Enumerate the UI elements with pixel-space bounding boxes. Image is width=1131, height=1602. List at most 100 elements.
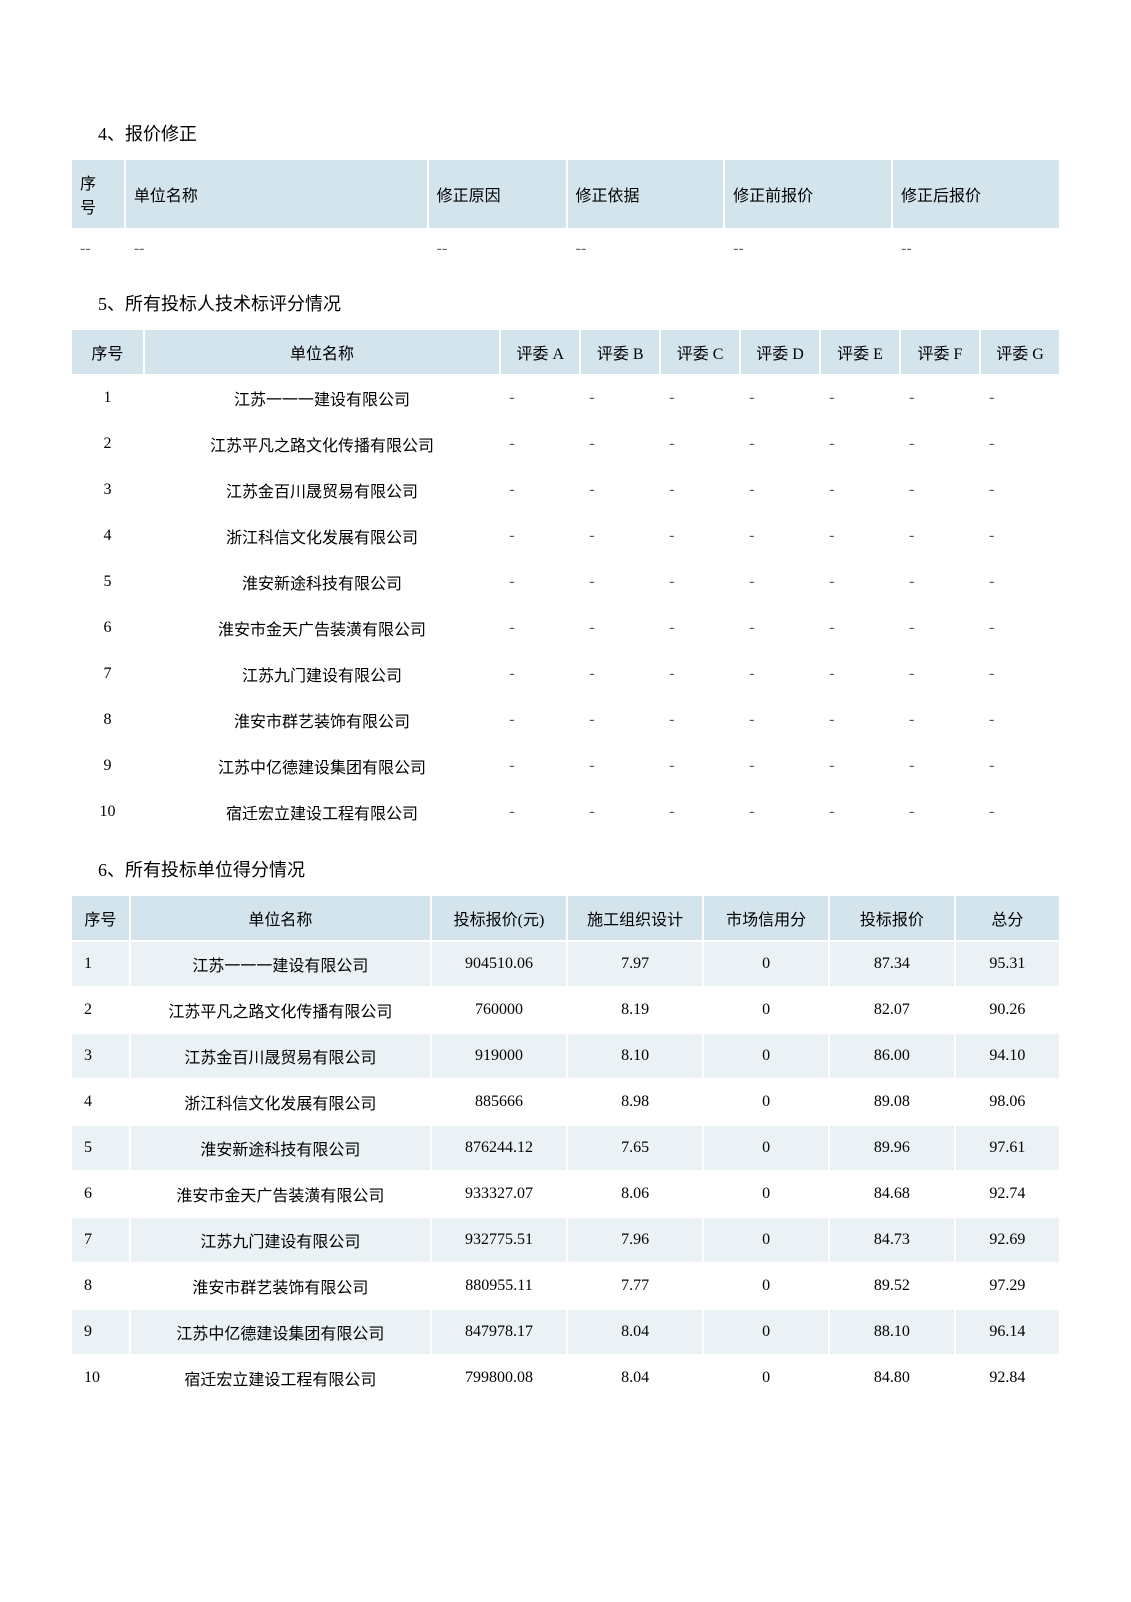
cell-score-d: -	[741, 790, 819, 834]
cell-name: 江苏中亿德建设集团有限公司	[145, 744, 499, 788]
cell-seq: 10	[72, 790, 143, 834]
cell-seq: 7	[72, 1218, 129, 1262]
cell-score-g: -	[981, 468, 1059, 512]
cell-score-e: -	[821, 698, 899, 742]
cell-name: 浙江科信文化发展有限公司	[145, 514, 499, 558]
table-total-scores: 序号 单位名称 投标报价(元) 施工组织设计 市场信用分 投标报价 总分 1江苏…	[70, 894, 1061, 1402]
cell-after: --	[893, 230, 1059, 268]
col-b: 评委 B	[581, 330, 659, 374]
table-row: -- -- -- -- -- --	[72, 230, 1059, 268]
cell-score-f: -	[901, 606, 979, 650]
col-name: 单位名称	[145, 330, 499, 374]
cell-name: 江苏中亿德建设集团有限公司	[131, 1310, 430, 1354]
cell-score-f: -	[901, 652, 979, 696]
cell-seq: 5	[72, 560, 143, 604]
cell-name: 江苏平凡之路文化传播有限公司	[131, 988, 430, 1032]
cell-price: 880955.11	[432, 1264, 566, 1308]
cell-score-a: -	[501, 560, 579, 604]
cell-score-e: -	[821, 560, 899, 604]
table-row: 1江苏一一一建设有限公司-------	[72, 376, 1059, 420]
cell-score-e: -	[821, 652, 899, 696]
cell-total: 98.06	[956, 1080, 1059, 1124]
cell-name: 宿迁宏立建设工程有限公司	[131, 1356, 430, 1400]
cell-seq: 3	[72, 1034, 129, 1078]
cell-seq: 4	[72, 514, 143, 558]
cell-score-d: -	[741, 468, 819, 512]
table-row: 2江苏平凡之路文化传播有限公司-------	[72, 422, 1059, 466]
col-c: 评委 C	[661, 330, 739, 374]
section6-title: 6、所有投标单位得分情况	[98, 856, 1061, 882]
col-name: 单位名称	[131, 896, 430, 940]
cell-score-c: -	[661, 468, 739, 512]
cell-name: 江苏金百川晟贸易有限公司	[131, 1034, 430, 1078]
cell-bid: 87.34	[830, 942, 954, 986]
cell-score-a: -	[501, 422, 579, 466]
cell-score-a: -	[501, 744, 579, 788]
cell-name: 宿迁宏立建设工程有限公司	[145, 790, 499, 834]
cell-design: 8.06	[568, 1172, 702, 1216]
cell-design: 8.10	[568, 1034, 702, 1078]
cell-seq: 8	[72, 698, 143, 742]
cell-name: 江苏九门建设有限公司	[145, 652, 499, 696]
cell-score-d: -	[741, 376, 819, 420]
cell-name: 淮安市群艺装饰有限公司	[131, 1264, 430, 1308]
table-tech-scores: 序号 单位名称 评委 A 评委 B 评委 C 评委 D 评委 E 评委 F 评委…	[70, 328, 1061, 836]
cell-score-f: -	[901, 514, 979, 558]
cell-score-b: -	[581, 422, 659, 466]
cell-score-c: -	[661, 606, 739, 650]
table-row: 3江苏金百川晟贸易有限公司-------	[72, 468, 1059, 512]
cell-seq: --	[72, 230, 124, 268]
cell-seq: 7	[72, 652, 143, 696]
table-price-correction: 序 号 单位名称 修正原因 修正依据 修正前报价 修正后报价 -- -- -- …	[70, 158, 1061, 270]
cell-credit: 0	[704, 1264, 828, 1308]
cell-score-e: -	[821, 422, 899, 466]
cell-price: 885666	[432, 1080, 566, 1124]
cell-bid: 82.07	[830, 988, 954, 1032]
table-row: 7江苏九门建设有限公司-------	[72, 652, 1059, 696]
cell-score-e: -	[821, 376, 899, 420]
cell-total: 97.29	[956, 1264, 1059, 1308]
cell-seq: 9	[72, 744, 143, 788]
table-row: 4浙江科信文化发展有限公司-------	[72, 514, 1059, 558]
cell-score-e: -	[821, 468, 899, 512]
col-seq: 序 号	[72, 160, 124, 228]
col-seq: 序号	[72, 330, 143, 374]
cell-score-f: -	[901, 422, 979, 466]
cell-price: 760000	[432, 988, 566, 1032]
cell-score-e: -	[821, 790, 899, 834]
cell-score-b: -	[581, 652, 659, 696]
cell-score-b: -	[581, 376, 659, 420]
cell-total: 95.31	[956, 942, 1059, 986]
cell-price: 919000	[432, 1034, 566, 1078]
cell-score-a: -	[501, 376, 579, 420]
cell-score-f: -	[901, 744, 979, 788]
col-basis: 修正依据	[568, 160, 724, 228]
cell-score-d: -	[741, 652, 819, 696]
cell-score-a: -	[501, 698, 579, 742]
cell-before: --	[725, 230, 891, 268]
cell-score-a: -	[501, 606, 579, 650]
table-row: 5淮安新途科技有限公司-------	[72, 560, 1059, 604]
table-row: 2江苏平凡之路文化传播有限公司7600008.19082.0790.26	[72, 988, 1059, 1032]
cell-score-f: -	[901, 468, 979, 512]
cell-score-b: -	[581, 514, 659, 558]
cell-seq: 9	[72, 1310, 129, 1354]
cell-name: --	[126, 230, 427, 268]
cell-score-a: -	[501, 652, 579, 696]
cell-credit: 0	[704, 1356, 828, 1400]
cell-score-g: -	[981, 606, 1059, 650]
table-row: 5淮安新途科技有限公司876244.127.65089.9697.61	[72, 1126, 1059, 1170]
cell-name: 江苏一一一建设有限公司	[131, 942, 430, 986]
col-f: 评委 F	[901, 330, 979, 374]
cell-score-g: -	[981, 560, 1059, 604]
cell-credit: 0	[704, 988, 828, 1032]
cell-basis: --	[568, 230, 724, 268]
table-row: 7江苏九门建设有限公司932775.517.96084.7392.69	[72, 1218, 1059, 1262]
cell-name: 江苏一一一建设有限公司	[145, 376, 499, 420]
cell-score-c: -	[661, 698, 739, 742]
cell-credit: 0	[704, 1172, 828, 1216]
cell-total: 97.61	[956, 1126, 1059, 1170]
cell-seq: 2	[72, 988, 129, 1032]
cell-score-d: -	[741, 422, 819, 466]
cell-score-g: -	[981, 744, 1059, 788]
